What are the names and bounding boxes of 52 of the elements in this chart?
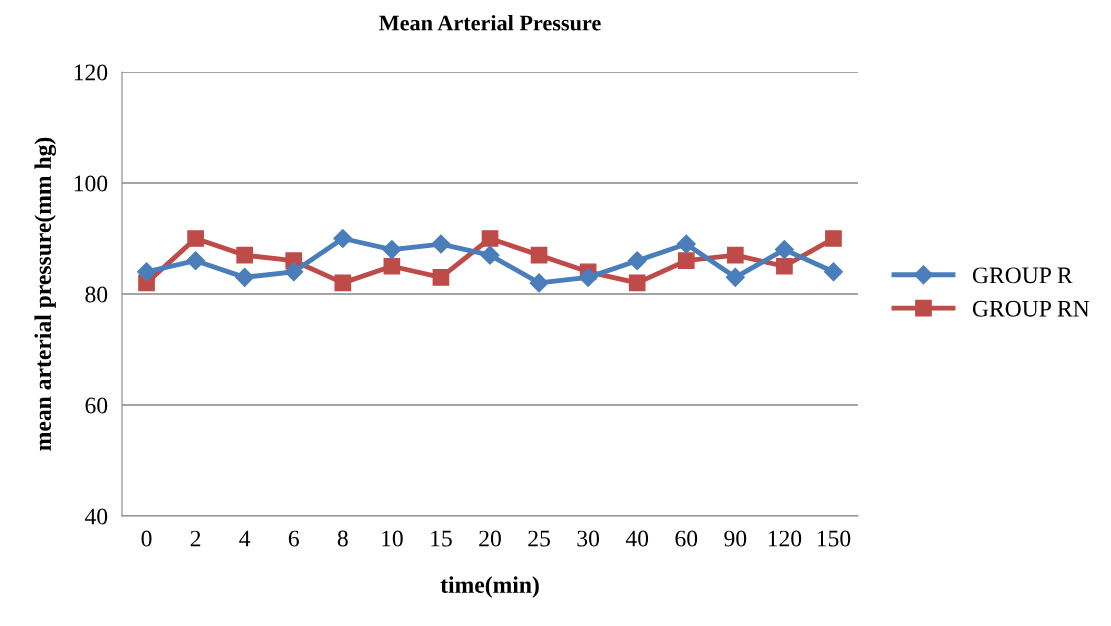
legend-label: GROUP R bbox=[972, 267, 1073, 284]
point bbox=[284, 262, 304, 282]
y-tick-label: 100 bbox=[74, 175, 108, 192]
x-tick-label: 0 bbox=[141, 530, 152, 547]
chart-title: Mean Arterial Pressure bbox=[379, 14, 601, 31]
point bbox=[382, 240, 402, 260]
x-tick-label: 120 bbox=[768, 530, 802, 547]
point bbox=[628, 274, 646, 292]
point bbox=[186, 251, 206, 271]
point bbox=[333, 228, 353, 249]
x-axis-title: time(min) bbox=[440, 576, 539, 598]
point bbox=[774, 240, 794, 260]
point bbox=[725, 267, 745, 287]
x-tick-label: 150 bbox=[817, 530, 851, 547]
x-tick-label: 15 bbox=[431, 530, 452, 547]
point bbox=[187, 230, 204, 247]
x-tick-label: 8 bbox=[337, 530, 348, 547]
x-tick-label: 4 bbox=[239, 530, 251, 547]
point bbox=[431, 234, 451, 254]
point bbox=[578, 267, 598, 287]
y-axis-title: mean arterial pressure(mm hg) bbox=[34, 137, 57, 451]
point bbox=[825, 230, 842, 247]
x-tick-label: 40 bbox=[625, 530, 649, 547]
x-tick-label: 90 bbox=[724, 530, 747, 547]
point bbox=[236, 246, 254, 264]
y-tick-label: 80 bbox=[85, 286, 108, 303]
x-tick-label: 20 bbox=[479, 530, 501, 547]
y-tick-label: 120 bbox=[74, 64, 108, 81]
x-tick-label: 25 bbox=[528, 530, 550, 547]
y-tick-label: 40 bbox=[84, 508, 108, 525]
point bbox=[480, 245, 500, 265]
point bbox=[529, 273, 549, 293]
point bbox=[136, 262, 157, 282]
x-tick-label: 2 bbox=[190, 530, 201, 547]
point bbox=[235, 267, 255, 287]
point bbox=[677, 252, 695, 270]
point bbox=[776, 257, 793, 275]
point bbox=[383, 257, 401, 275]
x-tick-label: 60 bbox=[675, 530, 698, 547]
x-tick-label: 30 bbox=[577, 530, 600, 547]
x-tick-label: 10 bbox=[382, 530, 403, 547]
point bbox=[726, 246, 744, 264]
point bbox=[432, 269, 450, 286]
point bbox=[334, 274, 352, 292]
point bbox=[530, 246, 548, 264]
x-tick-label: 6 bbox=[288, 530, 299, 547]
point bbox=[627, 251, 647, 271]
legend-label: GROUP RN bbox=[972, 300, 1090, 317]
y-tick-label: 60 bbox=[85, 397, 108, 414]
point bbox=[823, 262, 844, 282]
point bbox=[676, 234, 696, 254]
point bbox=[481, 230, 499, 247]
